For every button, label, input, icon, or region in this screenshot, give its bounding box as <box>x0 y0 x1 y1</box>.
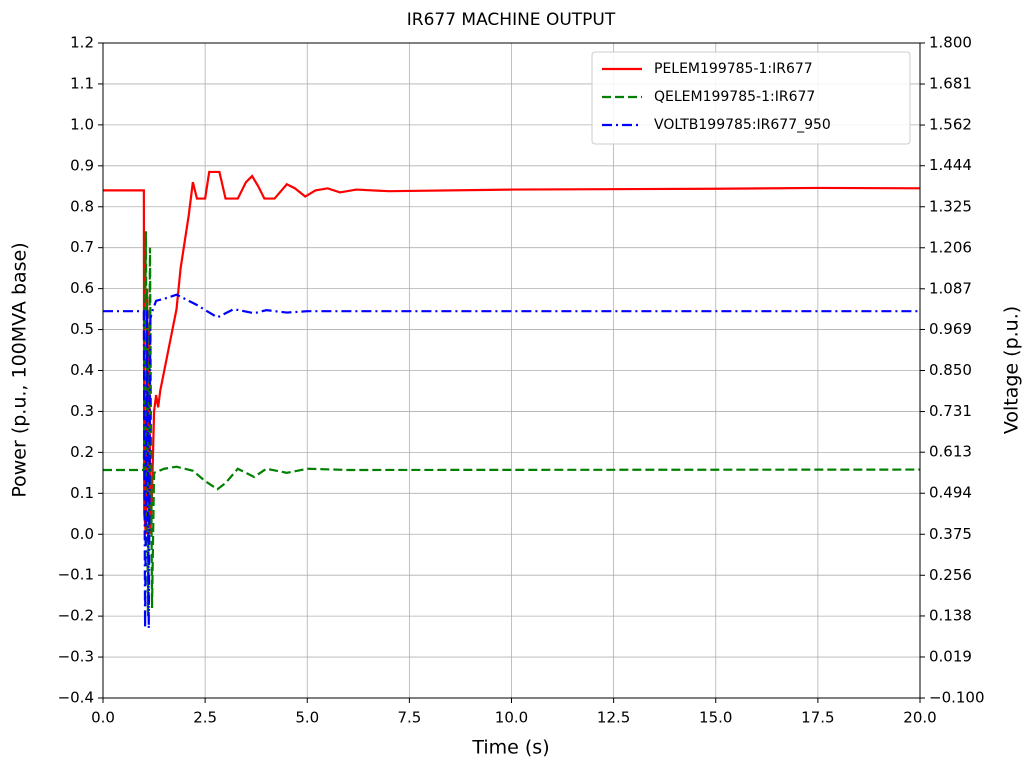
y2-tick-label: 1.206 <box>929 238 972 256</box>
y-tick-label: 0.4 <box>70 361 94 379</box>
y2-tick-label: 0.613 <box>929 443 972 461</box>
x-tick-label: 0.0 <box>91 709 115 727</box>
y2-tick-label: 1.562 <box>929 116 972 134</box>
y2-tick-label: 0.256 <box>929 566 972 584</box>
y-tick-label: 1.2 <box>70 34 94 52</box>
y-tick-label: 0.8 <box>70 197 94 215</box>
y-tick-label: 1.0 <box>70 115 94 133</box>
y2-tick-label: 1.681 <box>929 75 972 93</box>
legend-box <box>591 51 911 145</box>
x-tick-label: 20.0 <box>903 709 936 727</box>
y2-tick-label: 0.969 <box>929 320 972 338</box>
y2-tick-label: 0.731 <box>929 402 972 420</box>
chart-title: IR677 MACHINE OUTPUT <box>407 10 616 30</box>
y-tick-label: −0.2 <box>58 607 94 625</box>
y2-tick-label: 0.850 <box>929 361 972 379</box>
y-tick-label: 0.9 <box>70 156 94 174</box>
y-tick-label: 0.6 <box>70 279 94 297</box>
x-axis-label: Time (s) <box>471 737 549 759</box>
legend-label: PELEM199785-1:IR677 <box>654 61 813 77</box>
series-line <box>103 293 920 629</box>
y2-axis-label: Voltage (p.u.) <box>1001 306 1023 434</box>
y2-tick-label: 0.138 <box>929 606 972 624</box>
y2-tick-label: 1.444 <box>929 156 972 174</box>
x-tick-label: 5.0 <box>295 709 319 727</box>
x-tick-label: 2.5 <box>193 709 217 727</box>
series-line <box>103 170 921 535</box>
y-tick-label: −0.1 <box>58 566 94 584</box>
y2-tick-label: 0.375 <box>929 525 972 543</box>
legend-label: VOLTB199785:IR677_950 <box>654 117 831 133</box>
x-tick-label: 7.5 <box>397 709 421 727</box>
y-tick-label: 0.3 <box>70 402 94 420</box>
x-tick-label: 10.0 <box>495 709 528 727</box>
y-tick-label: 0.5 <box>70 320 94 338</box>
y-tick-label: −0.3 <box>58 648 94 666</box>
y2-tick-label: −0.100 <box>929 689 985 707</box>
y2-tick-label: 0.494 <box>929 484 972 502</box>
y2-tick-label: 1.800 <box>929 34 972 52</box>
y-tick-label: 0.7 <box>70 238 94 256</box>
y2-tick-label: 0.019 <box>929 647 972 665</box>
y2-tick-label: 1.087 <box>929 279 972 297</box>
x-tick-label: 17.5 <box>801 709 834 727</box>
y-axis-label: Power (p.u., 100MVA base) <box>9 242 31 497</box>
y-tick-label: 0.2 <box>70 443 94 461</box>
y-tick-label: −0.4 <box>58 689 94 707</box>
y-tick-label: 0.1 <box>70 484 94 502</box>
y-tick-label: 0.0 <box>70 525 94 543</box>
x-tick-label: 12.5 <box>597 709 630 727</box>
legend-label: QELEM199785-1:IR677 <box>654 89 815 105</box>
plot-frame <box>102 42 921 699</box>
x-tick-label: 15.0 <box>699 709 732 727</box>
y-tick-label: 1.1 <box>70 74 94 92</box>
y2-tick-label: 1.325 <box>929 197 972 215</box>
